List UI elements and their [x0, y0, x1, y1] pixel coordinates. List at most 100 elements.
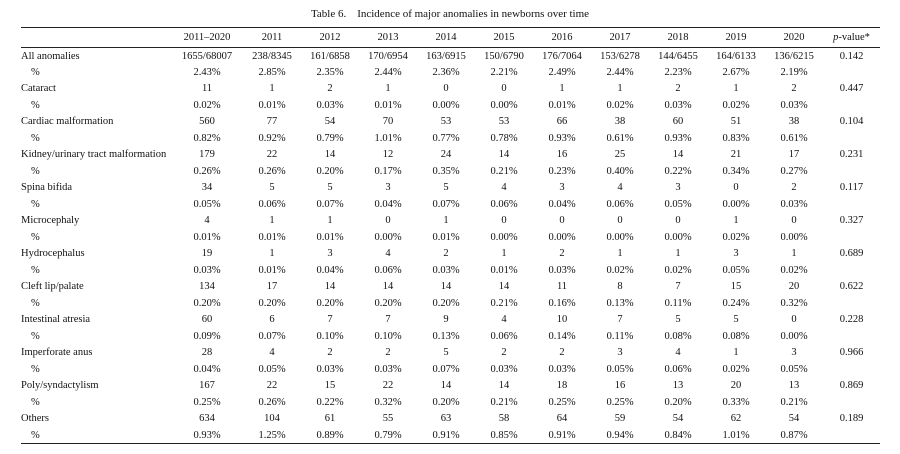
percent-cell: 0.78% — [490, 132, 518, 144]
percent-label: % — [31, 330, 40, 342]
count-cell: 15 — [730, 281, 742, 293]
count-cell: 4 — [385, 248, 391, 260]
percent-cell: 0.05% — [722, 264, 750, 276]
percent-cell: 0.26% — [193, 165, 221, 177]
pvalue-suffix: -value* — [838, 32, 870, 43]
count-cell: 70 — [382, 116, 394, 128]
percent-cell: 0.79% — [374, 429, 402, 441]
percent-cell: 0.07% — [432, 363, 460, 375]
count-cell: 2 — [443, 248, 449, 260]
percent-cell: 2.43% — [193, 66, 221, 78]
percent-cell: 0.92% — [258, 132, 286, 144]
count-cell: 64 — [556, 413, 568, 425]
percent-cell: 0.13% — [606, 297, 634, 309]
percent-cell: 0.21% — [490, 297, 518, 309]
header-row: 2011–2020 2011 2012 2013 2014 2015 2016 2017 201… — [21, 28, 880, 48]
count-cell: 14 — [498, 149, 510, 161]
percent-cell: 2.35% — [316, 66, 344, 78]
count-cell: 5 — [733, 314, 739, 326]
count-cell: 0 — [559, 215, 565, 227]
count-cell: 4 — [675, 347, 681, 359]
percent-cell: 0.02% — [722, 363, 750, 375]
pvalue-cell: 0.869 — [839, 380, 864, 392]
percent-cell: 0.20% — [316, 297, 344, 309]
pvalue-empty-cell — [823, 196, 880, 213]
percent-label: % — [31, 297, 40, 309]
count-cell: 22 — [382, 380, 394, 392]
count-cell: 1655/68007 — [181, 50, 233, 62]
percent-cell: 0.11% — [664, 297, 692, 309]
count-cell: 0 — [443, 83, 449, 95]
percent-cell: 0.26% — [258, 396, 286, 408]
percent-cell: 0.07% — [316, 198, 344, 210]
percent-cell: 2.21% — [490, 66, 518, 78]
count-cell: 3 — [559, 182, 565, 194]
count-cell: 22 — [266, 149, 278, 161]
percent-cell: 0.61% — [606, 132, 634, 144]
percent-cell: 0.03% — [548, 264, 576, 276]
count-cell: 54 — [788, 413, 800, 425]
count-cell: 560 — [199, 116, 215, 128]
percent-cell: 2.67% — [722, 66, 750, 78]
percent-label: % — [31, 66, 40, 78]
pvalue-cell: 0.142 — [839, 50, 864, 62]
pvalue-cell: 0.104 — [839, 116, 864, 128]
table-row-counts: Hydrocephalus 19 1 3 4 2 1 2 1 1 3 1 0.689 — [21, 246, 880, 263]
percent-cell: 0.93% — [193, 429, 221, 441]
percent-cell: 2.49% — [548, 66, 576, 78]
percent-cell: 0.32% — [780, 297, 808, 309]
count-cell: 2 — [385, 347, 391, 359]
pvalue-empty-cell — [823, 130, 880, 147]
count-cell: 24 — [440, 149, 452, 161]
count-cell: 1 — [501, 248, 507, 260]
count-cell: 18 — [556, 380, 568, 392]
count-cell: 176/7064 — [542, 50, 582, 62]
count-cell: 5 — [443, 182, 449, 194]
percent-label: % — [31, 231, 40, 243]
column-header: 2013 — [377, 32, 399, 43]
count-cell: 60 — [201, 314, 213, 326]
percent-cell: 0.84% — [664, 429, 692, 441]
count-cell: 20 — [788, 281, 800, 293]
percent-cell: 2.36% — [432, 66, 460, 78]
percent-cell: 0.04% — [316, 264, 344, 276]
count-cell: 4 — [617, 182, 623, 194]
percent-cell: 0.03% — [490, 363, 518, 375]
count-cell: 14 — [440, 281, 452, 293]
table-row-percents: % 0.04% 0.05% 0.03% 0.03% 0.07% 0.03% 0.03% 0.05… — [21, 361, 880, 378]
percent-cell: 2.85% — [258, 66, 286, 78]
percent-cell: 0.83% — [722, 132, 750, 144]
percent-cell: 0.06% — [258, 198, 286, 210]
count-cell: 2 — [675, 83, 681, 95]
table-caption: Table 6. Incidence of major anomalies in… — [310, 8, 590, 20]
count-cell: 7 — [327, 314, 333, 326]
count-cell: 1 — [443, 215, 449, 227]
percent-label: % — [31, 363, 40, 375]
percent-cell: 0.03% — [374, 363, 402, 375]
percent-cell: 0.00% — [374, 231, 402, 243]
pvalue-cell: 0.966 — [839, 347, 864, 359]
count-cell: 22 — [266, 380, 278, 392]
table-row-percents: % 0.09% 0.07% 0.10% 0.10% 0.13% 0.06% 0.14% 0.11… — [21, 328, 880, 345]
percent-cell: 0.85% — [490, 429, 518, 441]
count-cell: 10 — [556, 314, 568, 326]
percent-cell: 0.21% — [780, 396, 808, 408]
percent-cell: 0.22% — [316, 396, 344, 408]
count-cell: 1 — [385, 83, 391, 95]
count-cell: 15 — [324, 380, 336, 392]
percent-cell: 0.00% — [722, 198, 750, 210]
count-cell: 1 — [559, 83, 565, 95]
count-cell: 1 — [617, 83, 623, 95]
count-cell: 153/6278 — [600, 50, 640, 62]
table-row-counts: Kidney/urinary tract malformation 179 22 14… — [21, 147, 880, 164]
pvalue-cell: 0.622 — [839, 281, 864, 293]
percent-cell: 1.01% — [374, 132, 402, 144]
table-row-counts: Microcephaly 4 1 1 0 1 0 0 0 0 1 0 0.327 — [21, 213, 880, 230]
count-cell: 5 — [443, 347, 449, 359]
percent-cell: 0.08% — [664, 330, 692, 342]
pvalue-empty-cell — [823, 394, 880, 411]
column-header: 2011–2020 — [183, 32, 231, 43]
percent-cell: 0.93% — [664, 132, 692, 144]
count-cell: 13 — [788, 380, 800, 392]
